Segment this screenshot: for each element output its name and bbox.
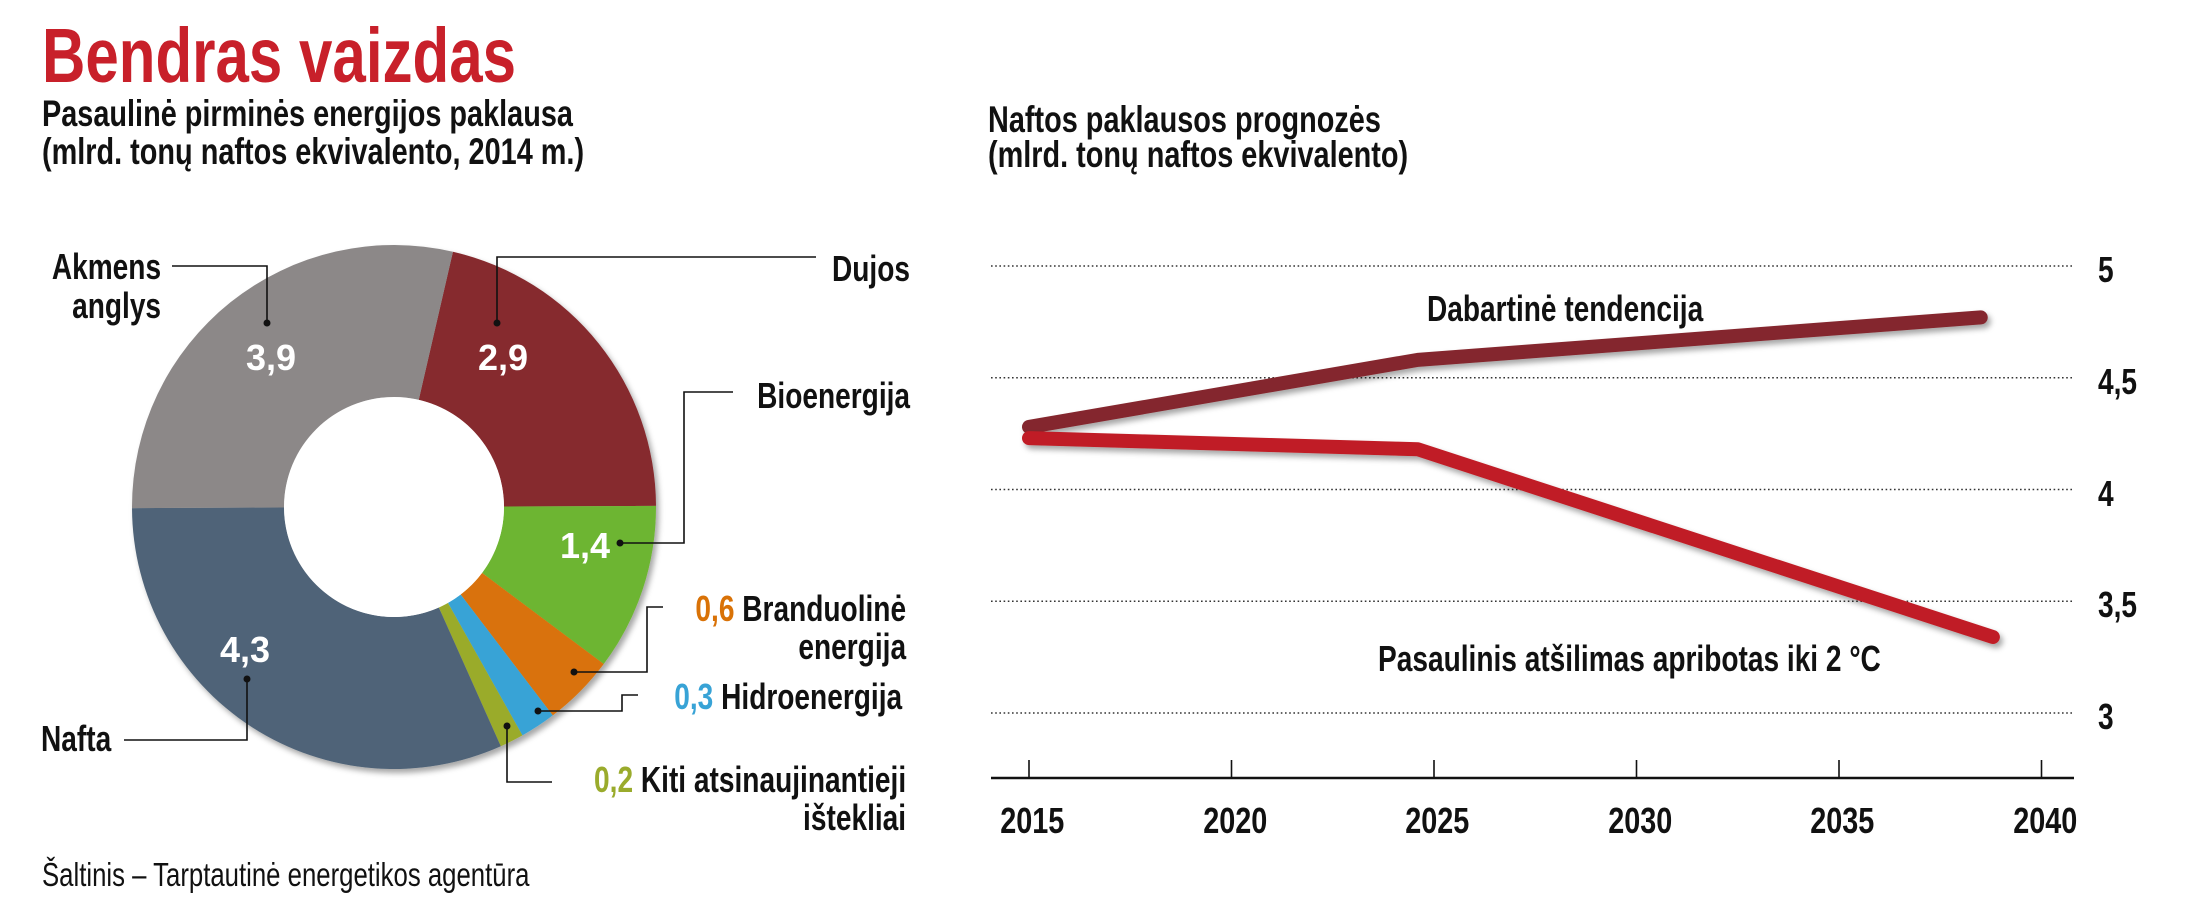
donut-slice-3: [447, 594, 553, 736]
label-hydro-name: Hidroenergija: [720, 676, 902, 717]
page-title: Bendras vaizdas: [42, 13, 517, 99]
donut-hole: [284, 397, 504, 617]
label-gas: Dujos: [831, 248, 910, 289]
label-coal-line1: Akmens: [51, 246, 161, 287]
leader-line: [538, 694, 638, 712]
leader-line: [124, 679, 248, 741]
donut-slice-4: [438, 602, 523, 747]
label-other-name: Kiti atsinaujinantieji: [640, 759, 906, 800]
x-tick-label: 2025: [1405, 800, 1470, 841]
x-tick-label: 2015: [1000, 800, 1065, 841]
leader-line: [496, 256, 816, 323]
y-tick-label: 5: [2098, 249, 2114, 290]
label-coal-line2: anglys: [72, 285, 161, 326]
leader-dot: [263, 319, 271, 327]
label-other-line1: 0,2 Kiti atsinaujinantieji: [594, 762, 906, 798]
donut-slice-5: [132, 507, 501, 770]
leader-line: [172, 265, 268, 323]
leader-dot: [534, 707, 542, 715]
leader-line: [574, 606, 663, 673]
slice-value-oil: 4,3: [220, 629, 271, 670]
y-tick-label: 3: [2098, 696, 2114, 737]
leader-dot: [493, 319, 501, 327]
donut-slice-2: [460, 572, 604, 716]
leader-lines: [124, 256, 816, 783]
leader-dot: [243, 675, 251, 683]
y-tick-label: 4,5: [2098, 360, 2138, 402]
label-other-line2: ištekliai: [802, 797, 906, 838]
line-title: Naftos paklausos prognozės: [988, 99, 1381, 140]
label-nuclear-name: Branduolinė: [742, 588, 906, 629]
line-subtitle: (mlrd. tonų naftos ekvivalento): [988, 134, 1409, 175]
leader-line: [620, 391, 733, 544]
series-label-2c-scenario: Pasaulinis atšilimas apribotas iki 2 °C: [1378, 638, 1881, 679]
y-tick-label: 4: [2098, 472, 2114, 514]
y-tick-label: 3,5: [2098, 584, 2138, 626]
donut-chart: [132, 245, 656, 770]
x-tick-label: 2040: [2012, 800, 2077, 841]
line-chart: [991, 265, 2074, 780]
label-bio: Bioenergija: [757, 375, 910, 416]
series-label-current-trend: Dabartinė tendencija: [1427, 288, 1704, 329]
series-line-1: [1022, 431, 2000, 645]
x-tick-label: 2020: [1202, 800, 1267, 841]
label-nuclear-line1: 0,6 Branduolinė: [695, 591, 906, 627]
donut-slice-6: [132, 245, 453, 509]
slice-value-gas: 2,9: [478, 337, 529, 378]
leader-dot: [503, 722, 511, 730]
label-nuclear-value: 0,6: [695, 588, 735, 629]
x-tick-label: 2030: [1607, 800, 1672, 841]
label-hydro: 0,3 Hidroenergija: [674, 679, 902, 715]
series-line-0: [1022, 310, 1988, 434]
donut-title: Pasaulinė pirminės energijos paklausa: [42, 93, 573, 134]
donut-slice-1: [482, 505, 656, 665]
donut-slice-0: [418, 251, 656, 507]
label-other-value: 0,2: [593, 759, 633, 800]
label-oil: Nafta: [41, 718, 112, 759]
slice-value-bio: 1,4: [560, 525, 611, 566]
source-note: Šaltinis – Tarptautinė energetikos agent…: [42, 856, 530, 893]
leader-dot: [616, 539, 624, 547]
leader-line: [506, 726, 552, 783]
donut-subtitle: (mlrd. tonų naftos ekvivalento, 2014 m.): [42, 131, 585, 172]
label-hydro-value: 0,3: [674, 676, 714, 717]
label-nuclear-line2: energija: [798, 626, 906, 667]
leader-dot: [570, 668, 578, 676]
slice-value-coal: 3,9: [246, 337, 297, 378]
x-tick-label: 2035: [1810, 800, 1875, 841]
